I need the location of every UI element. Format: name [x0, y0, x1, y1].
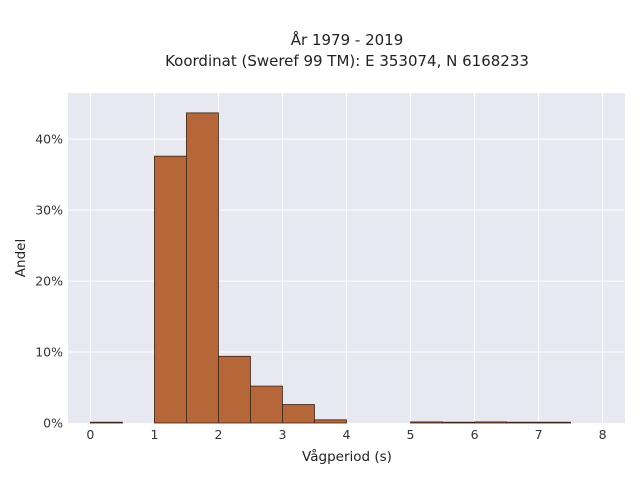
histogram-bar: [218, 355, 251, 424]
y-tick-label: 20%: [35, 274, 63, 289]
histogram-bar: [186, 112, 219, 424]
x-tick-label: 6: [471, 427, 479, 442]
y-tick-label: 0%: [43, 416, 63, 431]
histogram-bar: [410, 421, 443, 424]
x-tick-label: 0: [86, 427, 94, 442]
y-tick-label: 10%: [35, 345, 63, 360]
histogram-bar: [250, 385, 283, 424]
histogram-bar: [154, 155, 187, 424]
x-tick-label: 1: [150, 427, 158, 442]
grid-lines: [68, 93, 625, 423]
histogram-bar: [90, 421, 123, 424]
x-tick-label: 8: [599, 427, 607, 442]
x-axis-label: Vågperiod (s): [302, 448, 392, 465]
x-tick-label: 2: [214, 427, 222, 442]
x-tick-label: 5: [407, 427, 415, 442]
chart-subtitle: Koordinat (Sweref 99 TM): E 353074, N 61…: [165, 52, 529, 70]
axis-ticks: 0 1 2 3 4 5 6 7 8 0% 10% 20% 30% 40%: [35, 132, 606, 442]
y-tick-label: 40%: [35, 132, 63, 147]
histogram-bars: [90, 112, 571, 424]
x-tick-label: 3: [279, 427, 287, 442]
y-axis-label: Andel: [13, 239, 29, 277]
histogram-bar: [314, 419, 347, 424]
x-tick-label: 4: [343, 427, 351, 442]
chart-title: År 1979 - 2019: [291, 30, 404, 49]
y-tick-label: 30%: [35, 203, 63, 218]
x-tick-label: 7: [535, 427, 543, 442]
histogram-bar: [442, 421, 475, 424]
histogram-bar: [474, 421, 507, 424]
histogram-bar: [282, 404, 315, 424]
histogram-bar: [506, 421, 539, 424]
histogram-bar: [538, 421, 571, 424]
